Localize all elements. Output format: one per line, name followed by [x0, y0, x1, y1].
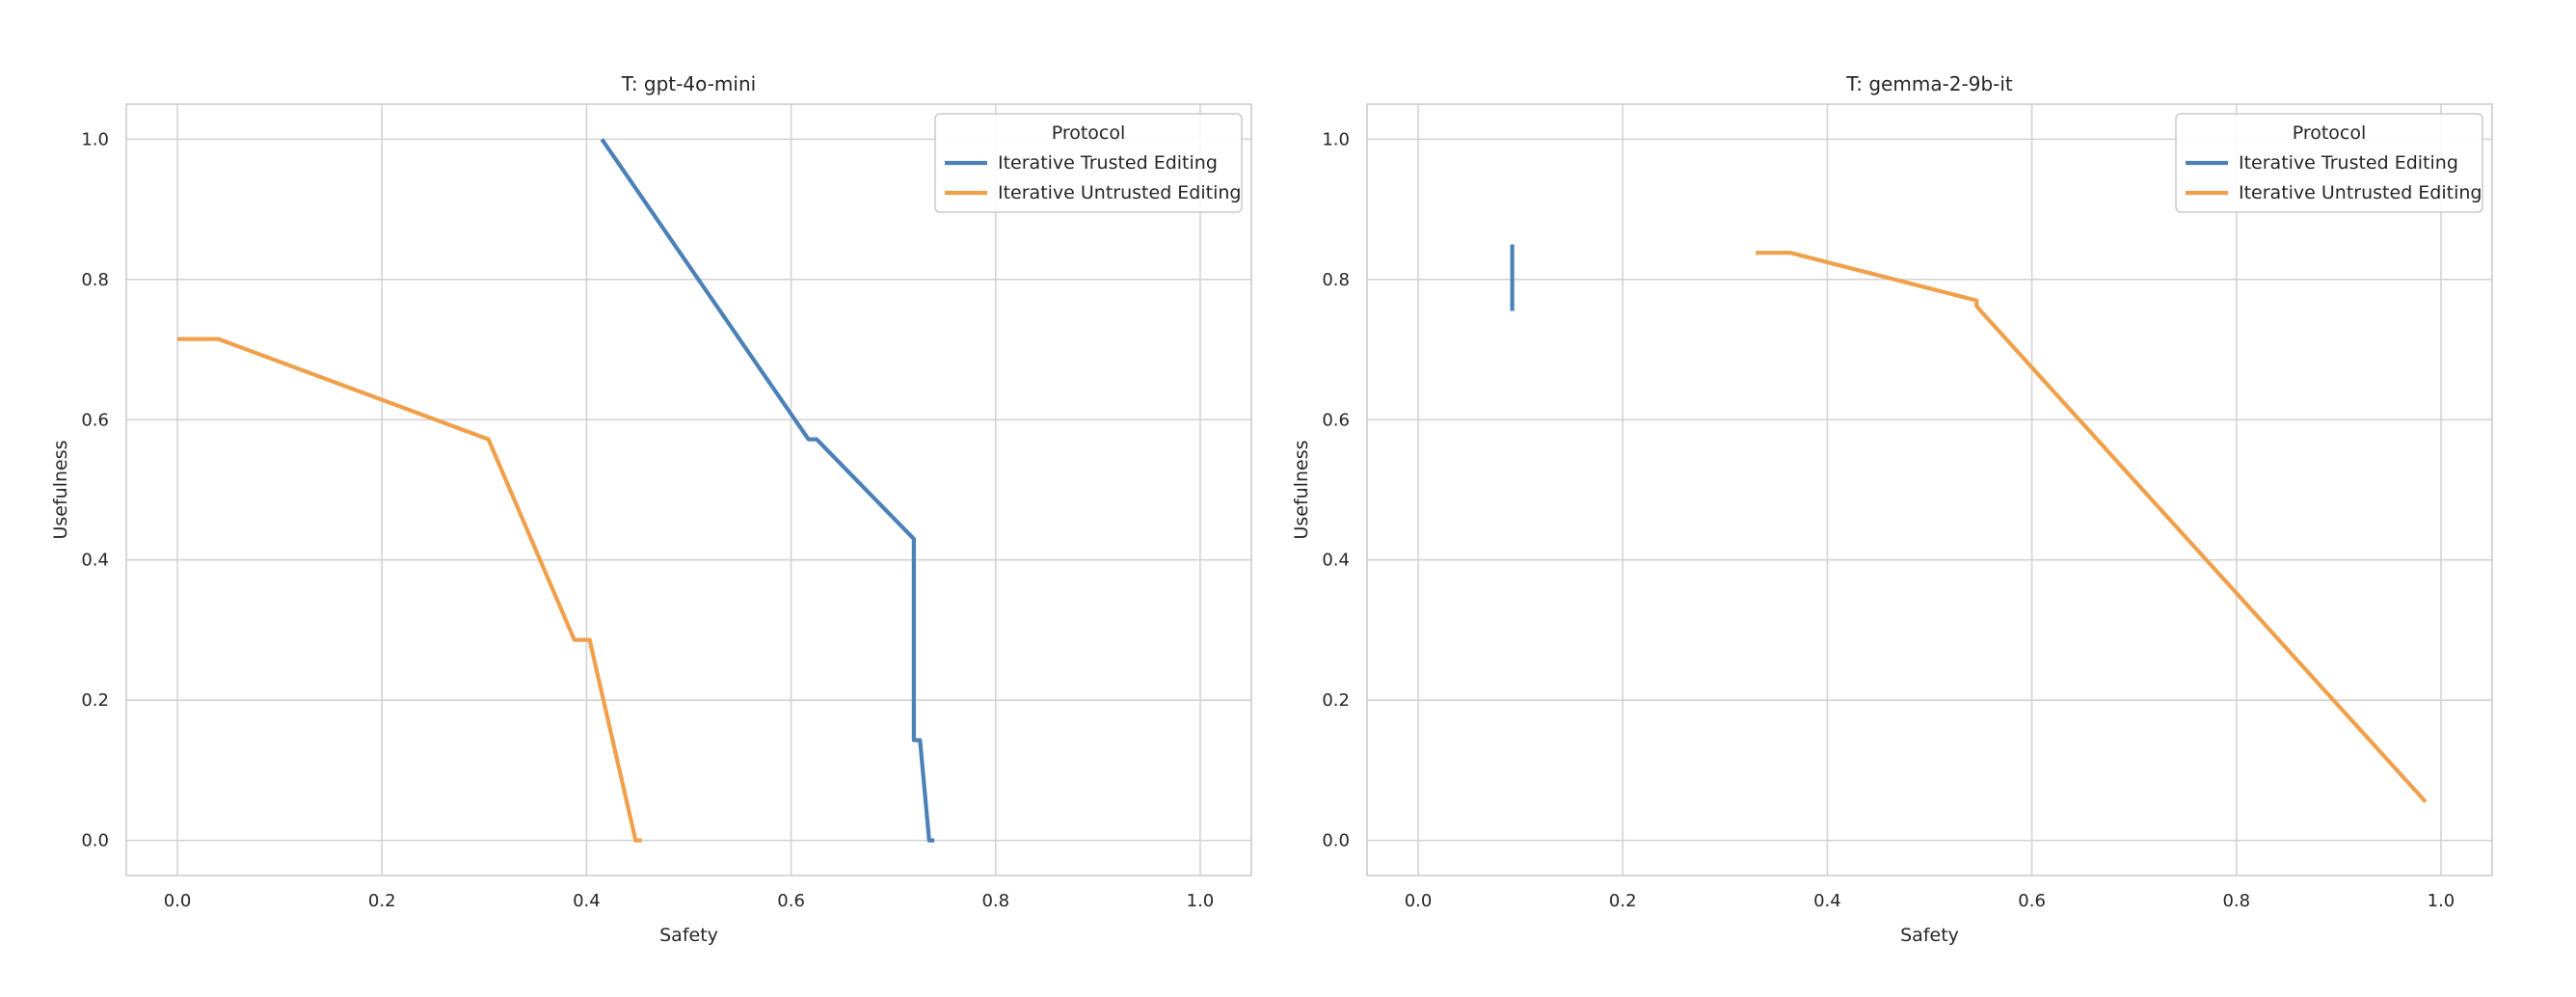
y-tick-label: 0.0 [81, 831, 109, 851]
x-tick-label: 1.0 [2428, 891, 2455, 911]
x-tick-label: 0.0 [164, 891, 192, 911]
chart-title: T: gemma-2-9b-it [1845, 72, 2013, 95]
legend-entry: Iterative Trusted Editing [2239, 152, 2458, 174]
y-axis-label: Usefulness [1291, 440, 1312, 539]
x-tick-label: 0.4 [573, 891, 601, 911]
x-tick-label: 1.0 [1187, 891, 1215, 911]
plot-area [1367, 104, 2492, 876]
legend: Protocol Iterative Trusted Editing Iterati… [934, 113, 1243, 213]
y-tick-label: 1.0 [81, 129, 109, 149]
x-tick-label: 0.8 [2222, 891, 2250, 911]
legend-box [934, 113, 1243, 213]
y-tick-label: 0.0 [1322, 831, 1350, 851]
y-tick-label: 0.6 [81, 410, 109, 430]
legend-entry: Iterative Trusted Editing [998, 152, 1218, 174]
axes-frame [125, 103, 1252, 876]
subplot-gpt-4o-mini: 0.0 0.2 0.4 0.6 0.8 1.0 0.0 0.2 0.4 0.6 0.8 1.0 T: g… [50, 72, 1252, 946]
plot-area [126, 104, 1251, 876]
y-tick-label: 0.8 [1322, 270, 1350, 290]
x-axis-label: Safety [659, 925, 718, 946]
x-axis-label: Safety [1900, 925, 1959, 946]
x-tick-label: 0.6 [2018, 891, 2046, 911]
series-line-iterative-untrusted-editing [1756, 251, 2428, 804]
series-line-iterative-trusted-editing [600, 138, 935, 843]
y-axis-label: Usefulness [50, 440, 71, 539]
legend-entry: Iterative Untrusted Editing [998, 182, 1241, 203]
x-tick-label: 0.0 [1405, 891, 1433, 911]
legend-title: Protocol [2293, 122, 2367, 144]
legend: Protocol Iterative Trusted Editing Iterati… [2175, 113, 2483, 213]
series-line-iterative-untrusted-editing [177, 337, 642, 843]
y-tick-label: 0.6 [1322, 410, 1350, 430]
y-tick-label: 0.4 [81, 551, 109, 571]
x-tick-label: 0.6 [777, 891, 805, 911]
y-tick-label: 0.4 [1322, 551, 1350, 571]
y-tick-label: 0.8 [81, 270, 109, 290]
y-tick-label: 1.0 [1322, 129, 1350, 149]
x-tick-label: 0.2 [1609, 891, 1637, 911]
axes-frame [1366, 103, 2493, 876]
x-tick-label: 0.8 [981, 891, 1009, 911]
x-tick-label: 0.4 [1813, 891, 1841, 911]
legend-box [2175, 113, 2483, 213]
x-tick-label: 0.2 [368, 891, 396, 911]
chart-title: T: gpt-4o-mini [621, 72, 756, 95]
legend-title: Protocol [1052, 122, 1126, 144]
y-tick-label: 0.2 [81, 690, 109, 711]
legend-entry: Iterative Untrusted Editing [2239, 182, 2482, 203]
subplot-gemma-2-9b-it: 0.0 0.2 0.4 0.6 0.8 1.0 0.0 0.2 0.4 0.6 0.8 1.0 T: g… [1291, 72, 2493, 946]
y-tick-label: 0.2 [1322, 690, 1350, 711]
